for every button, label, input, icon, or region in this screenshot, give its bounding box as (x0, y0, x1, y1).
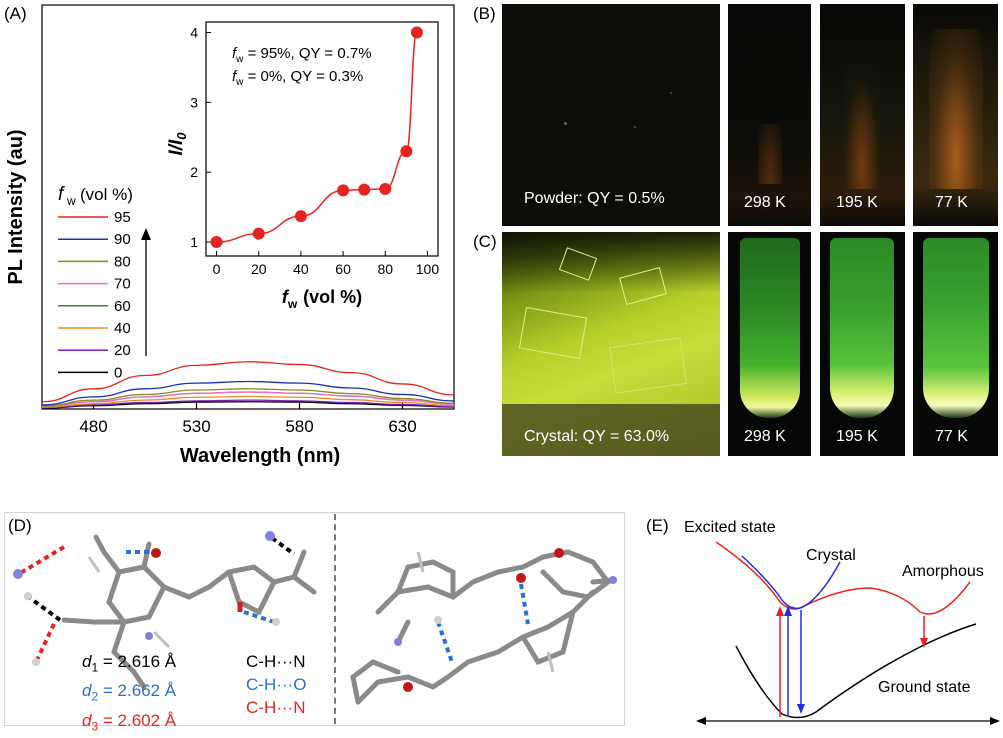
legend-title-unit: (vol %) (80, 185, 133, 204)
legend-label: 90 (114, 231, 131, 248)
spectrum-line-20 (41, 399, 455, 409)
tube-photo-c-298k: 298 K (728, 232, 811, 456)
b-195k-caption: 195 K (836, 194, 878, 211)
inset-x-tick-label: 20 (251, 261, 267, 277)
legend-label: 40 (114, 320, 131, 337)
tube-photo-b-77k: 77 K (913, 4, 998, 226)
increase-arrow-head (141, 228, 151, 240)
inset-data-point (294, 210, 307, 223)
bond-legend: d1 = 2.616 Å d2 = 2.662 Å d3 = 2.602 Å (82, 650, 176, 738)
spectrum-line-0 (41, 401, 455, 409)
legend-label: 95 (114, 209, 131, 226)
inset-y-tick-label: 1 (190, 234, 198, 250)
inset-y-label: I/I0 (166, 132, 189, 156)
main-y-axis-label: PL Intensity (au) (5, 129, 27, 284)
panel-d-frame (4, 512, 625, 726)
inset-x-label: fw (vol %) (282, 287, 362, 311)
main-plot-frame (41, 4, 455, 410)
amorphous-excited-curve (715, 541, 971, 615)
legend-label: 60 (114, 298, 131, 315)
panel-b-label: (B) (473, 4, 496, 23)
legend-label: 80 (114, 253, 131, 270)
crystal-excited-curve (741, 555, 841, 610)
energy-diagram: Excited state Crystal Amorphous Ground s… (684, 519, 1000, 725)
spectrum-line-80 (41, 388, 455, 407)
main-x-tick-label: 580 (285, 417, 313, 436)
tube-photo-b-195k: 195 K (820, 4, 905, 226)
c-77k-caption: 77 K (935, 428, 968, 445)
panel-e-label: (E) (646, 516, 669, 535)
c-298k-caption: 298 K (744, 428, 786, 445)
inset-frame (205, 21, 439, 257)
crystal-label: Crystal (806, 547, 856, 564)
inset-data-point (210, 236, 223, 249)
inset-annotation-2: fw = 0%, QY = 0.3% (232, 68, 363, 88)
panel-c-label: (C) (473, 232, 497, 251)
main-x-tick-label: 480 (79, 417, 107, 436)
inset-data-point (400, 145, 413, 158)
legend-label: 0 (114, 364, 122, 381)
inset-x-tick-label: 80 (377, 261, 393, 277)
inset-y-tick-label: 4 (190, 24, 198, 40)
molecule-left (13, 531, 317, 690)
ground-state-label: Ground state (878, 679, 971, 696)
inset-data-point (337, 184, 350, 197)
inset-x-tick-label: 100 (416, 261, 440, 277)
inset-y-tick-label: 3 (190, 94, 198, 110)
inset-x-tick-label: 40 (293, 261, 309, 277)
b-298k-caption: 298 K (744, 194, 786, 211)
c-195k-caption: 195 K (836, 428, 878, 445)
amorphous-label: Amorphous (902, 563, 984, 580)
crystal-caption: Crystal: QY = 63.0% (524, 428, 670, 445)
bond-type-legend: C-H···N C-H···O C-H···N (246, 650, 306, 719)
bond-type-2: C-H···O (246, 675, 307, 694)
main-x-axis-label: Wavelength (nm) (180, 445, 340, 467)
panel-a-label: (A) (4, 4, 27, 23)
legend: f w (vol %) 95 90 80 70 60 40 20 0 (58, 184, 133, 381)
legend-label: 70 (114, 276, 131, 293)
bond-type-1: C-H···N (246, 652, 306, 671)
inset-y-tick-label: 2 (190, 164, 198, 180)
powder-caption: Powder: QY = 0.5% (524, 190, 665, 207)
legend-title-f: f (58, 184, 65, 205)
inset-data-point (358, 183, 371, 196)
bond-row-3: d3 = 2.602 Å (82, 710, 177, 734)
tube-photo-c-77k: 77 K (913, 232, 998, 456)
main-x-tick-label: 630 (388, 417, 416, 436)
bond-row-2: d2 = 2.662 Å (82, 681, 177, 704)
spectrum-line-40 (41, 395, 455, 409)
inset-annotation-1: fw = 95%, QY = 0.7% (232, 45, 372, 65)
inset-data-point (379, 182, 392, 195)
main-x-tick-label: 530 (182, 417, 210, 436)
inset-data-point (410, 26, 423, 39)
inset-x-tick-label: 60 (335, 261, 351, 277)
b-77k-caption: 77 K (935, 194, 968, 211)
inset-chart: 0 20 40 60 80 100 1 2 3 4 I/I0 fw (vol %) fw = 95%… (166, 21, 440, 311)
spectrum-line-70 (41, 391, 455, 408)
spectrum-line-90 (41, 380, 455, 406)
inset-x-tick-label: 0 (213, 261, 221, 277)
panel-d-label: (D) (8, 516, 32, 535)
bond-type-3: C-H···N (246, 698, 306, 717)
ground-state-curve (735, 623, 977, 719)
bond-row-1: d1 = 2.616 Å (82, 652, 177, 675)
tube-photo-c-195k: 195 K (820, 232, 905, 456)
legend-label: 20 (114, 342, 131, 359)
inset-data-point (252, 227, 265, 240)
spectrum-line-95 (41, 361, 455, 403)
powder-photo: Powder: QY = 0.5% (502, 4, 720, 226)
excited-state-label: Excited state (684, 519, 776, 536)
crystal-photo: Crystal: QY = 63.0% (502, 232, 720, 456)
molecule-right (350, 548, 617, 705)
panel-d-divider (334, 514, 336, 724)
panel-a-chart: 480 530 580 630 PL Intensity (au) Wavelengt… (5, 4, 455, 467)
legend-title-sub: w (66, 194, 76, 208)
tube-photo-b-298k: 298 K (728, 4, 811, 226)
